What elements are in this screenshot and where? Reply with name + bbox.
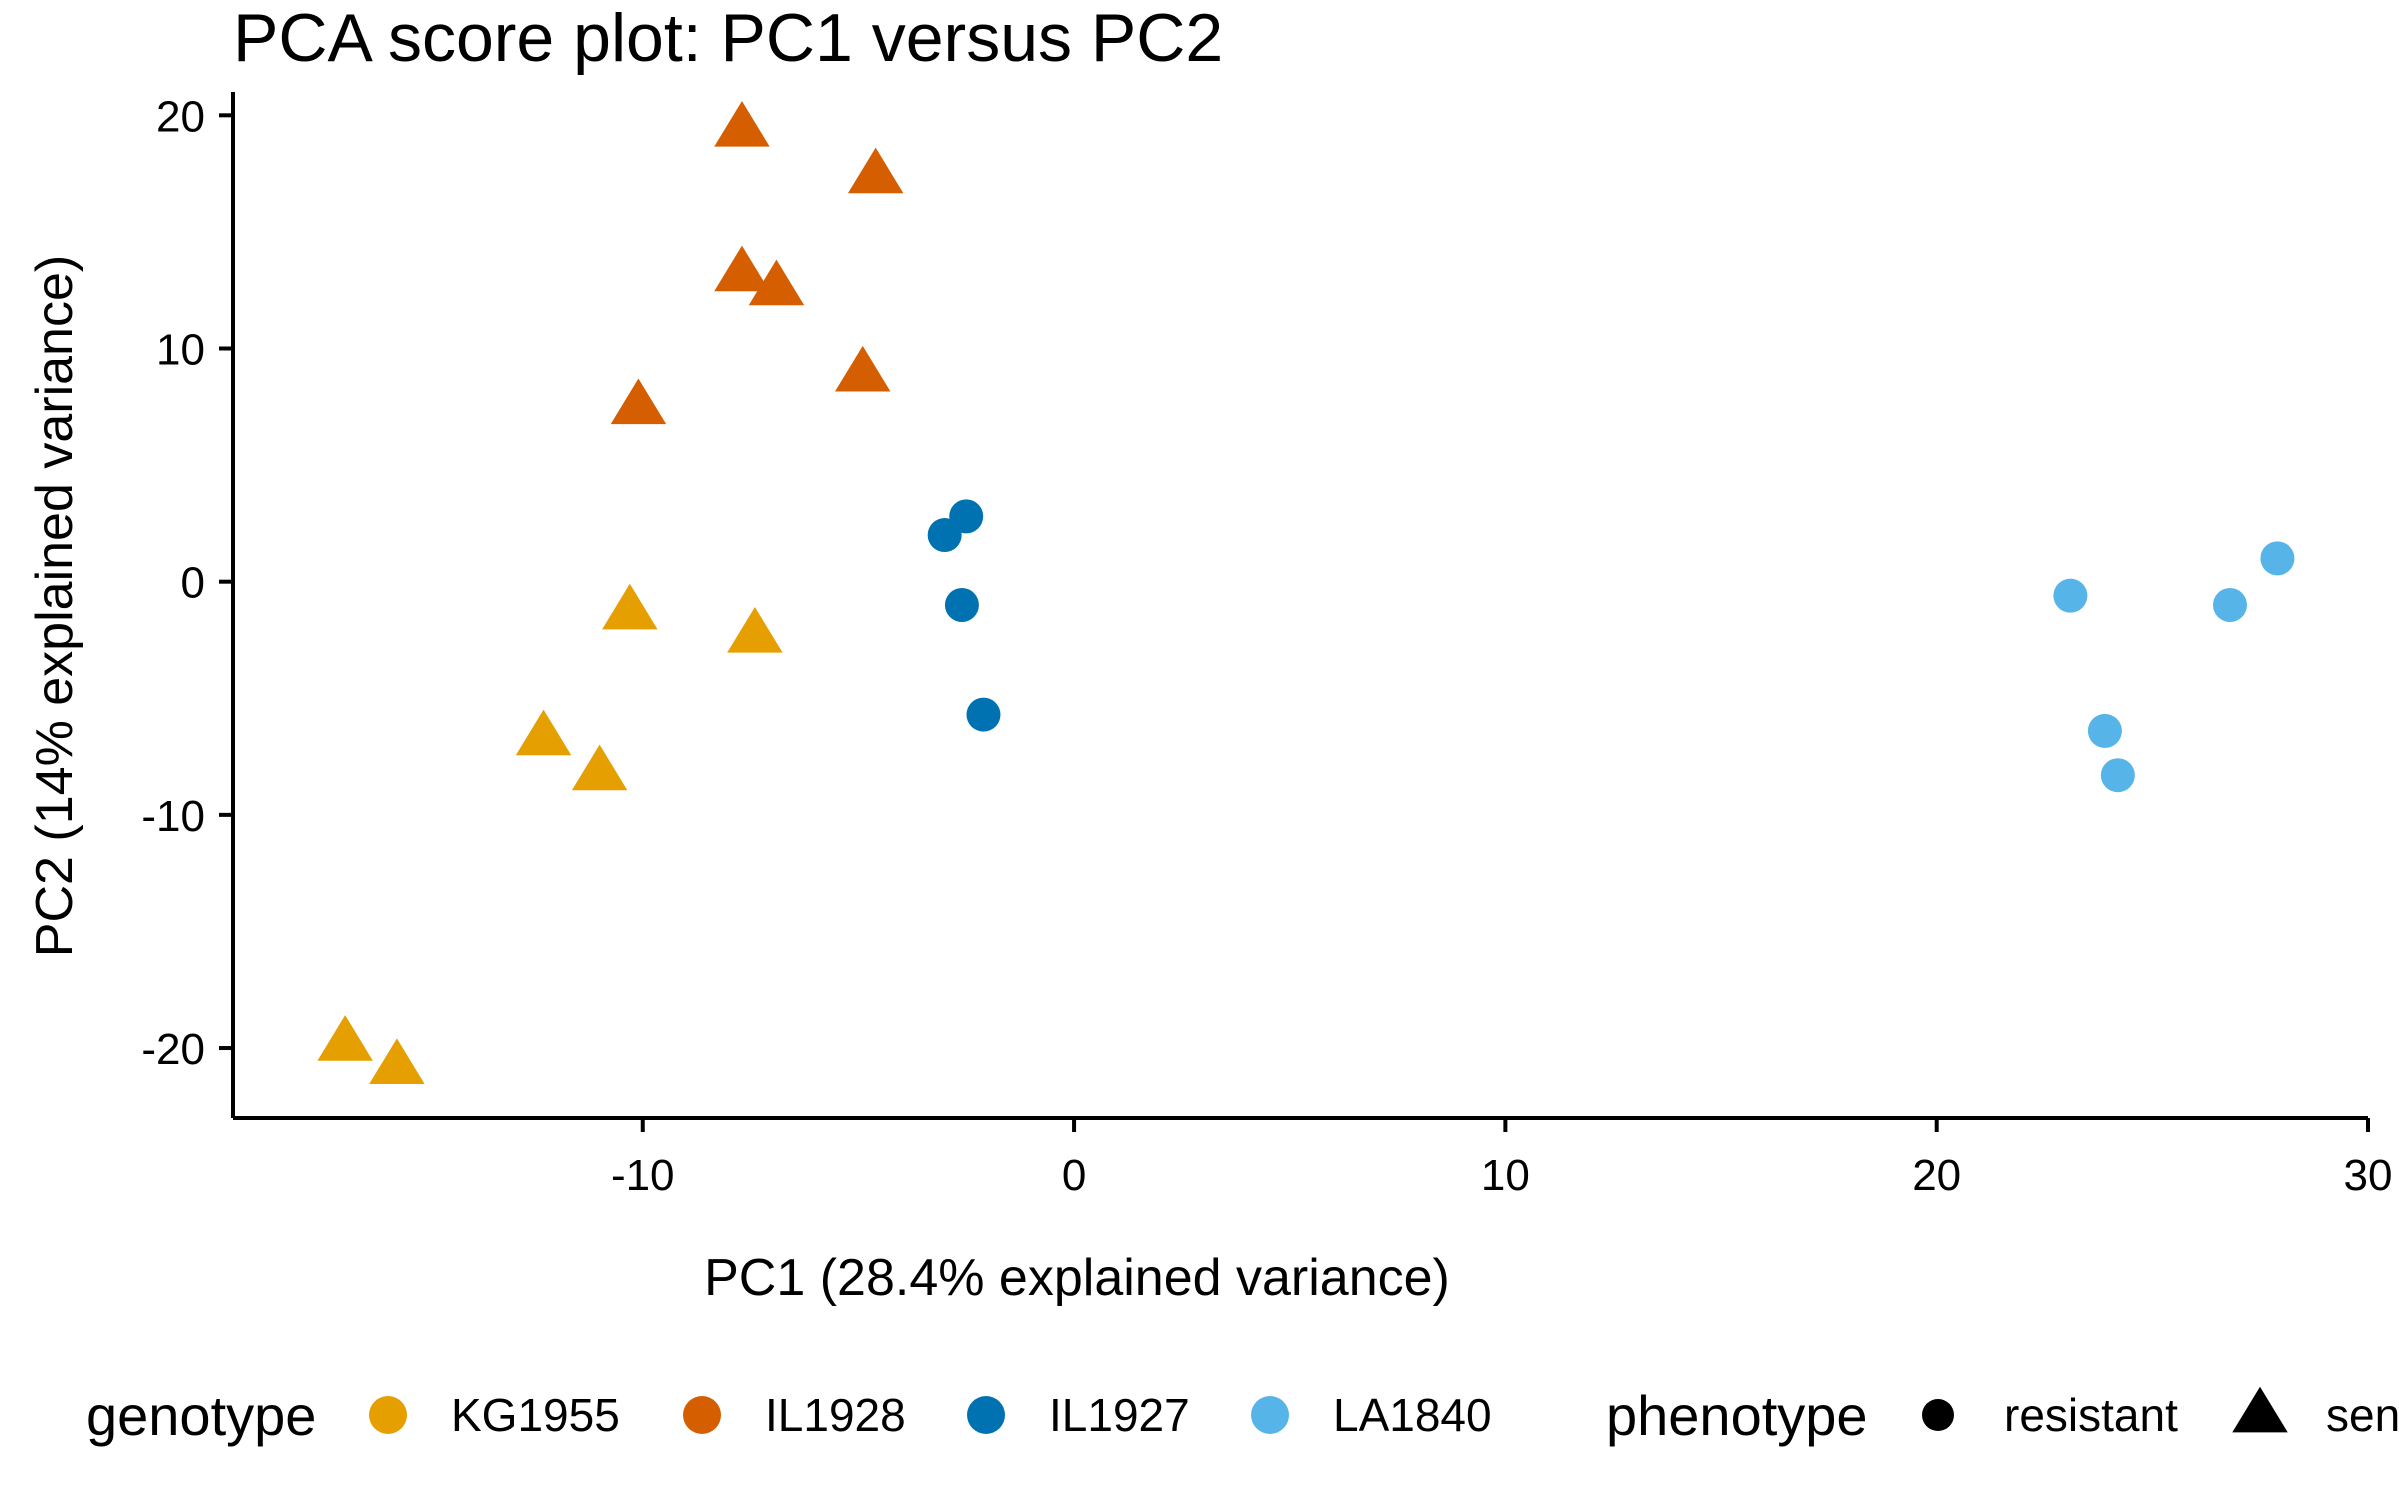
axes: -10 0 10 20 30 -20 -10 0 10 20 (141, 92, 2392, 1200)
y-tick-label: 0 (181, 559, 205, 608)
x-tick-label: 30 (2344, 1151, 2393, 1200)
chart-title: PCA score plot: PC1 versus PC2 (233, 0, 1223, 76)
point-il1927-resistant (949, 499, 984, 534)
x-tick-label: 20 (1912, 1151, 1961, 1200)
point-kg1955-sensitive (515, 709, 572, 756)
point-il1928-sensitive (610, 378, 667, 425)
y-tick-label: -20 (141, 1025, 205, 1074)
point-il1928-sensitive (847, 147, 904, 194)
legend-genotype-label: KG1955 (451, 1389, 620, 1441)
x-tick-label: -10 (611, 1151, 675, 1200)
legend-genotype-key (369, 1396, 407, 1434)
x-tick-label: 10 (1481, 1151, 1530, 1200)
legend-phenotype-label: sensitive (2326, 1389, 2399, 1441)
point-la1840-resistant (2053, 578, 2088, 613)
y-tick-label: 10 (156, 326, 205, 375)
legend-phenotype-title: phenotype (1606, 1384, 1868, 1447)
point-kg1955-sensitive (727, 607, 783, 653)
point-la1840-resistant (2087, 713, 2122, 748)
legend-genotype-label: LA1840 (1333, 1389, 1492, 1441)
data-points (317, 101, 2295, 1085)
point-il1927-resistant (944, 588, 979, 622)
y-tick-label: 20 (156, 92, 205, 141)
point-la1840-resistant (2100, 758, 2135, 793)
point-la1840-resistant (2260, 541, 2295, 576)
legend: genotype KG1955 IL1928 IL1927 LA1840 phenotyp… (86, 1384, 2399, 1447)
x-tick-label: 0 (1062, 1151, 1086, 1200)
y-tick-label: -10 (141, 792, 205, 841)
legend-genotype-title: genotype (86, 1384, 316, 1447)
legend-genotype-key (683, 1396, 721, 1434)
y-axis-title: PC2 (14% explained variance) (26, 255, 84, 957)
legend-genotype-key (1251, 1396, 1289, 1434)
legend-genotype-key (967, 1396, 1005, 1434)
point-la1840-resistant (2212, 588, 2247, 622)
point-il1928-sensitive (714, 101, 770, 147)
point-il1928-sensitive (748, 259, 805, 306)
legend-phenotype-key (2232, 1386, 2288, 1433)
legend-genotype-label: IL1927 (1049, 1389, 1190, 1441)
point-kg1955-sensitive (369, 1038, 425, 1085)
point-kg1955-sensitive (602, 583, 658, 630)
legend-genotype-label: IL1928 (765, 1389, 906, 1441)
point-kg1955-sensitive (571, 744, 628, 791)
legend-phenotype-key (1922, 1399, 1954, 1431)
x-axis-title: PC1 (28.4% explained variance) (704, 1249, 1450, 1307)
point-il1927-resistant (966, 697, 1001, 732)
point-kg1955-sensitive (317, 1015, 373, 1061)
point-il1928-sensitive (834, 345, 891, 392)
point-il1928-sensitive (714, 245, 770, 292)
legend-phenotype-label: resistant (2004, 1389, 2178, 1441)
